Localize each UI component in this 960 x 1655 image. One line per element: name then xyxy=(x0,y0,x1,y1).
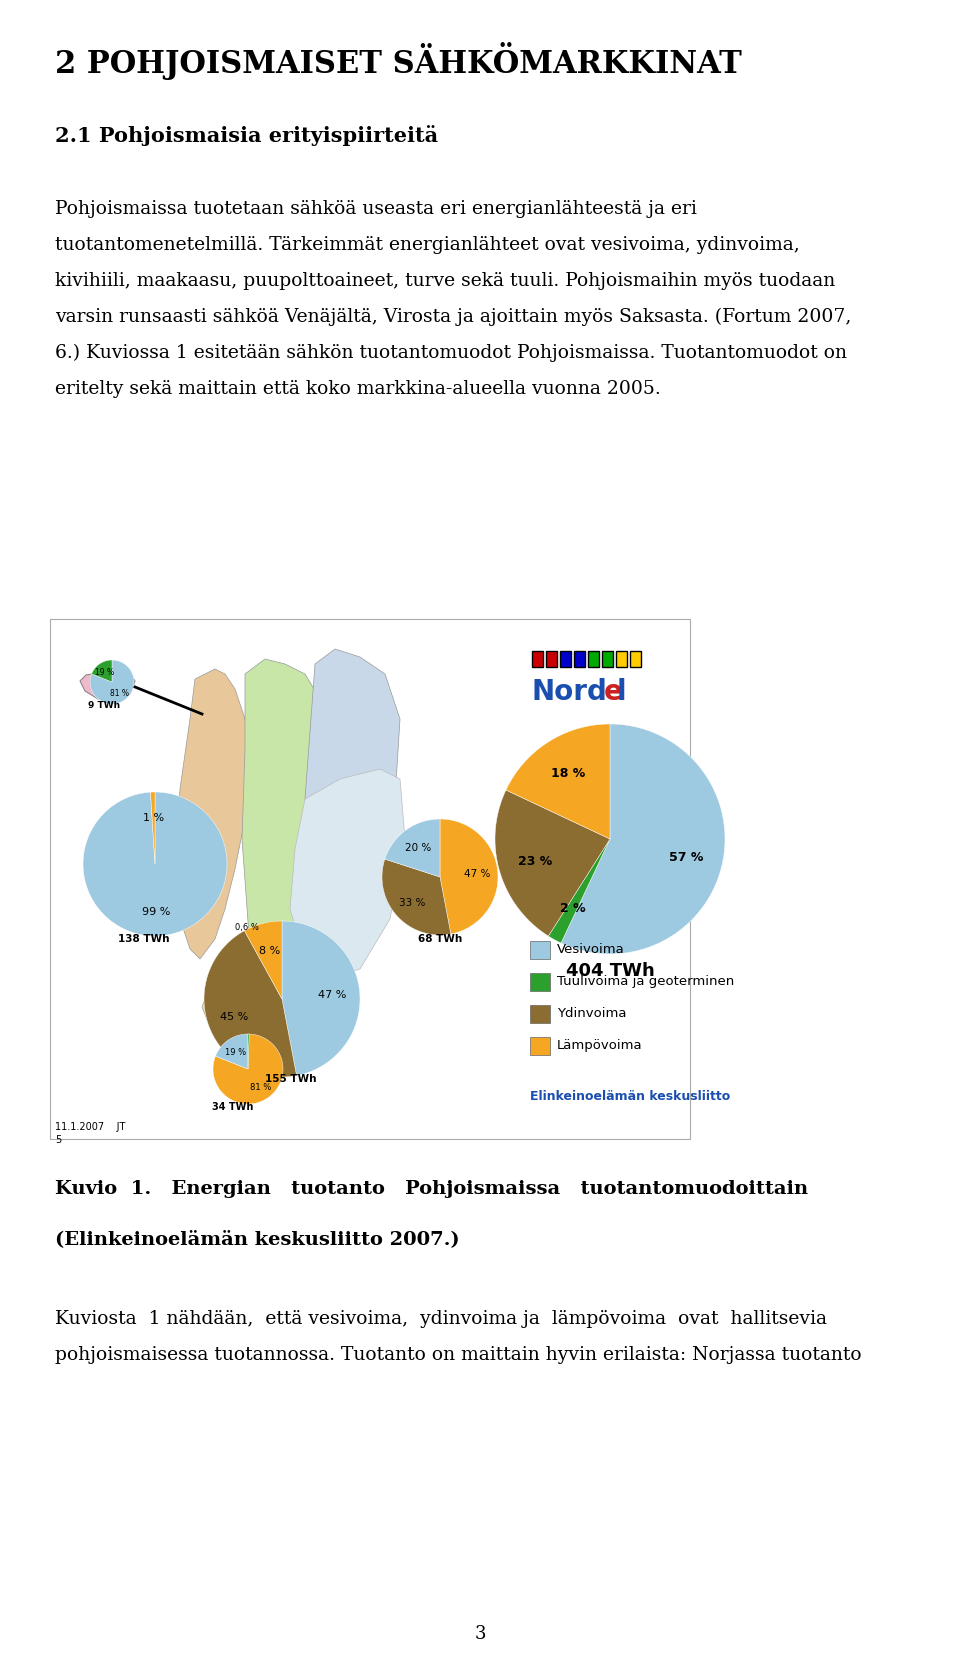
Text: eritelty sekä maittain että koko markkina-alueella vuonna 2005.: eritelty sekä maittain että koko markkin… xyxy=(55,379,660,397)
Polygon shape xyxy=(90,660,134,705)
Text: 34 TWh: 34 TWh xyxy=(212,1101,253,1111)
Text: 1 %: 1 % xyxy=(143,813,164,823)
Text: 19 %: 19 % xyxy=(226,1048,247,1056)
Text: 47 %: 47 % xyxy=(465,869,491,879)
Text: 23 %: 23 % xyxy=(517,854,552,867)
Polygon shape xyxy=(80,665,135,702)
Polygon shape xyxy=(282,922,360,1076)
Text: 404 TWh: 404 TWh xyxy=(565,962,655,980)
Text: e: e xyxy=(604,677,623,705)
Text: tuotantomenetelmillä. Tärkeimmät energianlähteet ovat vesivoima, ydinvoima,: tuotantomenetelmillä. Tärkeimmät energia… xyxy=(55,237,800,253)
Text: 155 TWh: 155 TWh xyxy=(265,1074,317,1084)
FancyBboxPatch shape xyxy=(530,973,550,991)
FancyBboxPatch shape xyxy=(532,652,543,667)
Text: Lämpövoima: Lämpövoima xyxy=(557,1039,642,1053)
Text: 2 %: 2 % xyxy=(560,902,586,915)
Text: 9 TWh: 9 TWh xyxy=(88,700,120,710)
Polygon shape xyxy=(151,793,155,864)
Text: Nord: Nord xyxy=(532,677,608,705)
Text: 99 %: 99 % xyxy=(142,907,171,917)
Polygon shape xyxy=(440,819,498,935)
Text: Kuvio  1.   Energian   tuotanto   Pohjoismaissa   tuotantomuodoittain: Kuvio 1. Energian tuotanto Pohjoismaissa… xyxy=(55,1180,808,1197)
Polygon shape xyxy=(495,791,610,937)
Text: 3: 3 xyxy=(474,1624,486,1642)
FancyBboxPatch shape xyxy=(630,652,641,667)
Text: kivihiili, maakaasu, puupolttoaineet, turve sekä tuuli. Pohjoismaihin myös tuoda: kivihiili, maakaasu, puupolttoaineet, tu… xyxy=(55,271,835,290)
FancyBboxPatch shape xyxy=(530,1005,550,1023)
Text: Ydinvoima: Ydinvoima xyxy=(557,1006,627,1019)
Text: pohjoismaisessa tuotannossa. Tuotanto on maittain hyvin erilaista: Norjassa tuot: pohjoismaisessa tuotannossa. Tuotanto on… xyxy=(55,1346,862,1364)
Text: 138 TWh: 138 TWh xyxy=(118,933,170,943)
Text: 2 POHJOISMAISET SÄHKÖMARKKINAT: 2 POHJOISMAISET SÄHKÖMARKKINAT xyxy=(55,41,742,79)
Text: 81 %: 81 % xyxy=(109,688,129,698)
Polygon shape xyxy=(305,650,400,970)
FancyBboxPatch shape xyxy=(574,652,585,667)
Text: 81 %: 81 % xyxy=(250,1082,271,1092)
Text: Tuulivoima ja geoterminen: Tuulivoima ja geoterminen xyxy=(557,975,734,988)
Text: 47 %: 47 % xyxy=(319,990,347,1000)
Polygon shape xyxy=(382,859,451,935)
Polygon shape xyxy=(245,922,282,1000)
Text: Pohjoismaissa tuotetaan sähköä useasta eri energianlähteestä ja eri: Pohjoismaissa tuotetaan sähköä useasta e… xyxy=(55,200,697,218)
Text: 2.1 Pohjoismaisia erityispiirteitä: 2.1 Pohjoismaisia erityispiirteitä xyxy=(55,124,438,146)
Text: 5: 5 xyxy=(55,1134,61,1144)
Text: 6.) Kuviossa 1 esitetään sähkön tuotantomuodot Pohjoismaissa. Tuotantomuodot on: 6.) Kuviossa 1 esitetään sähkön tuotanto… xyxy=(55,344,847,362)
Polygon shape xyxy=(215,1034,248,1069)
Polygon shape xyxy=(561,725,725,955)
FancyBboxPatch shape xyxy=(602,652,613,667)
Polygon shape xyxy=(242,660,330,990)
FancyBboxPatch shape xyxy=(530,1038,550,1056)
Text: Vesivoima: Vesivoima xyxy=(557,943,625,957)
Text: 45 %: 45 % xyxy=(220,1011,249,1021)
Polygon shape xyxy=(83,793,227,937)
FancyBboxPatch shape xyxy=(588,652,599,667)
Polygon shape xyxy=(385,819,440,877)
Text: 11.1.2007    JT: 11.1.2007 JT xyxy=(55,1122,126,1132)
Text: (Elinkeinoelämän keskusliitto 2007.): (Elinkeinoelämän keskusliitto 2007.) xyxy=(55,1230,460,1248)
Polygon shape xyxy=(548,839,610,943)
Text: 19 %: 19 % xyxy=(95,667,114,677)
FancyBboxPatch shape xyxy=(50,619,690,1139)
Polygon shape xyxy=(175,670,250,960)
Polygon shape xyxy=(204,932,297,1077)
FancyBboxPatch shape xyxy=(530,942,550,960)
Text: l: l xyxy=(617,677,627,705)
Text: 68 TWh: 68 TWh xyxy=(418,933,463,943)
Polygon shape xyxy=(91,660,112,682)
Text: 0,6 %: 0,6 % xyxy=(235,922,259,932)
FancyBboxPatch shape xyxy=(546,652,557,667)
FancyBboxPatch shape xyxy=(560,652,571,667)
Polygon shape xyxy=(213,1034,283,1104)
Text: varsin runsaasti sähköä Venäjältä, Virosta ja ajoittain myös Saksasta. (Fortum 2: varsin runsaasti sähköä Venäjältä, Viros… xyxy=(55,308,852,326)
Polygon shape xyxy=(290,770,405,980)
Polygon shape xyxy=(248,1034,250,1069)
FancyBboxPatch shape xyxy=(616,652,627,667)
Text: 18 %: 18 % xyxy=(551,766,586,780)
Polygon shape xyxy=(202,978,240,1034)
Text: Kuviosta  1 nähdään,  että vesivoima,  ydinvoima ja  lämpövoima  ovat  hallitsev: Kuviosta 1 nähdään, että vesivoima, ydin… xyxy=(55,1309,827,1327)
Text: Elinkeinoelämän keskusliitto: Elinkeinoelämän keskusliitto xyxy=(530,1089,731,1102)
Polygon shape xyxy=(506,725,610,839)
Text: 33 %: 33 % xyxy=(398,897,425,907)
Text: 8 %: 8 % xyxy=(259,945,280,955)
Text: 20 %: 20 % xyxy=(405,842,431,852)
Text: 57 %: 57 % xyxy=(669,851,704,862)
